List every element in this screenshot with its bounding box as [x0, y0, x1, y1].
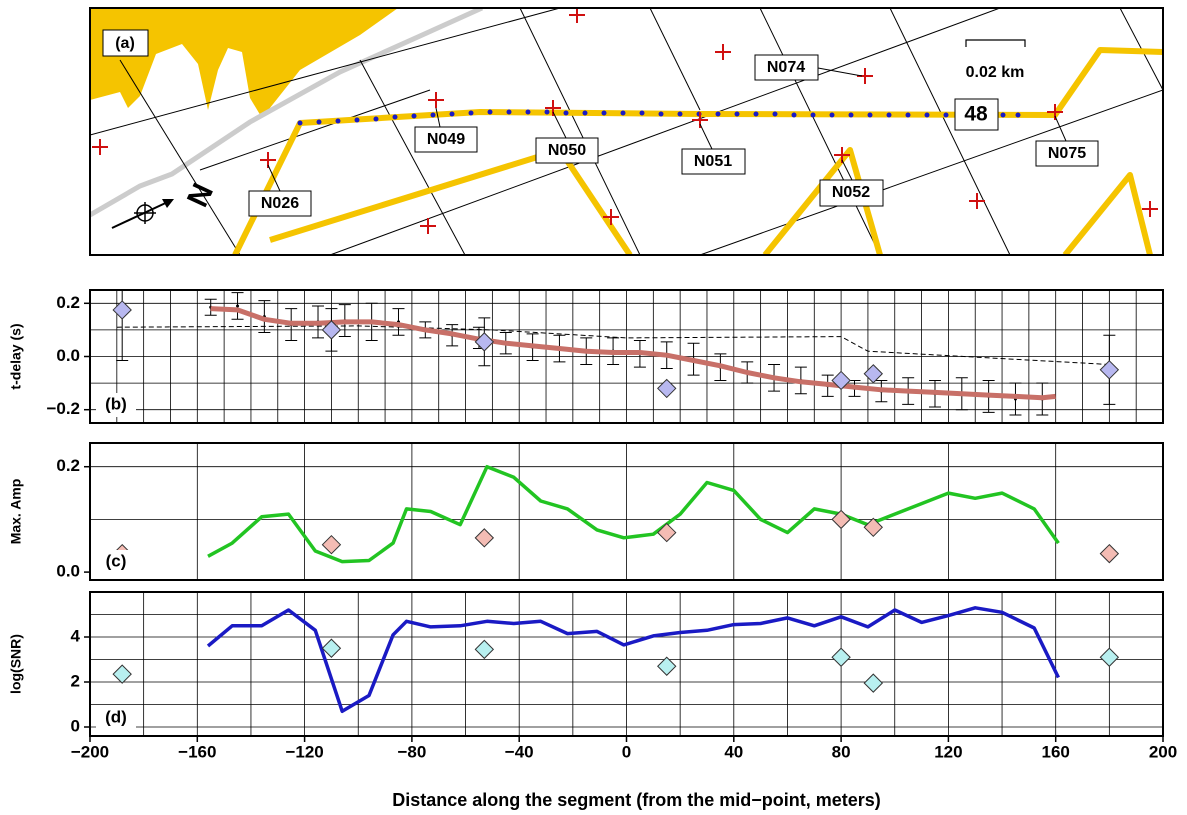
y-axis-label: Max. Amp: [8, 479, 24, 545]
station-box: [414, 126, 478, 153]
diamond: [321, 534, 342, 555]
map-panel: N 0.02 km 48 (a) N074 N049 N050 N051 N05…: [89, 7, 1164, 256]
x-tick-label: −200: [71, 742, 109, 761]
station-box: [1035, 140, 1099, 167]
y-tick-label: −0.2: [46, 399, 80, 418]
diamond: [863, 517, 883, 538]
scale-label: 0.02 km: [966, 64, 1025, 81]
y-tick-label: 0: [71, 716, 80, 735]
data-line: [207, 464, 1060, 564]
reference-line: [116, 325, 1110, 365]
stations: [90, 8, 1158, 255]
station-label: N051: [694, 153, 732, 170]
diamond: [474, 332, 495, 352]
segment-id-box: [954, 98, 999, 131]
diamond: [831, 509, 851, 530]
x-tick-label: −80: [397, 742, 426, 761]
diamond: [1099, 360, 1120, 380]
diamond: [1099, 543, 1120, 564]
panel-label: (d): [105, 707, 127, 726]
x-tick-label: −120: [285, 742, 323, 761]
x-tick-label: 160: [1042, 742, 1070, 761]
diamond: [831, 370, 851, 391]
panel-frame: [89, 442, 1164, 581]
data-line: [210, 306, 1056, 401]
diamond: [321, 320, 342, 340]
plot-area: [90, 443, 1163, 580]
diamond: [657, 522, 677, 543]
y-tick-label: 0.0: [56, 346, 80, 365]
station-box: [819, 179, 884, 207]
x-axis-label: Distance along the segment (from the mid…: [392, 790, 881, 810]
x-tick-label: 0: [622, 742, 631, 761]
panel-frame: [89, 591, 1164, 737]
diamond: [112, 300, 132, 320]
diamond: [863, 364, 883, 384]
y-tick-label: 0.2: [56, 456, 80, 475]
x-tick-label: 40: [724, 742, 743, 761]
station-label: N050: [548, 142, 586, 159]
y-tick-label: 0.2: [56, 293, 80, 312]
data-line: [206, 606, 1060, 714]
diamond: [321, 638, 342, 658]
diamond: [474, 528, 495, 548]
segment-id: 48: [964, 103, 988, 126]
station-label: N052: [832, 184, 870, 201]
diamond: [112, 664, 132, 684]
panel-label-box: [96, 393, 136, 417]
panel-label: (b): [105, 394, 127, 413]
x-tick-label: 80: [832, 742, 851, 761]
diamond: [831, 647, 851, 667]
diamond: [657, 656, 677, 676]
panel-label-box: [102, 29, 149, 57]
x-tick-label: −160: [178, 742, 216, 761]
diamond: [657, 378, 677, 399]
y-axis-label: t-delay (s): [8, 323, 24, 389]
point: [236, 304, 240, 308]
x-tick-label: 200: [1149, 742, 1177, 761]
station-box: [535, 137, 599, 164]
y-axis-label: log(SNR): [8, 634, 24, 694]
x-tick-label: 120: [934, 742, 962, 761]
station-box: [248, 190, 312, 217]
diamond: [863, 673, 883, 693]
x-tick-label: −40: [505, 742, 534, 761]
map-frame: [89, 7, 1164, 256]
land-area: [90, 8, 398, 118]
panel-label-box: [96, 706, 136, 730]
panel-frame: [89, 289, 1164, 424]
diamond: [474, 639, 495, 660]
panel-label: (c): [106, 551, 127, 570]
y-tick-label: 4: [71, 626, 81, 645]
station-label: N049: [427, 131, 465, 148]
panel-label: (a): [115, 35, 135, 52]
plot-area: [90, 592, 1163, 736]
station-label: N026: [261, 195, 299, 212]
leader-lines: [267, 67, 1067, 192]
station-box: [754, 54, 819, 81]
y-tick-label: 2: [71, 671, 80, 690]
scale-bar: 0.02 km: [965, 39, 1026, 81]
station-label: N074: [767, 59, 805, 76]
diamond: [1099, 647, 1120, 667]
sample-points: [297, 109, 1021, 126]
map-content: N 0.02 km 48 (a) N074 N049 N050 N051 N05…: [90, 8, 1163, 255]
plot-area: [90, 290, 1163, 423]
road: [90, 8, 484, 218]
station-box: [681, 148, 746, 175]
station-label: N075: [1048, 145, 1086, 162]
panel-label-box: [96, 550, 136, 574]
y-tick-label: 0.0: [56, 562, 80, 581]
